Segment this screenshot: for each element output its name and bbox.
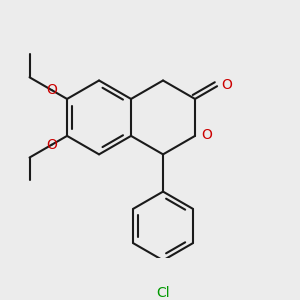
Text: O: O [222,78,232,92]
Text: Cl: Cl [156,286,170,300]
Text: O: O [46,138,57,152]
Text: O: O [201,128,212,142]
Text: O: O [46,83,57,97]
